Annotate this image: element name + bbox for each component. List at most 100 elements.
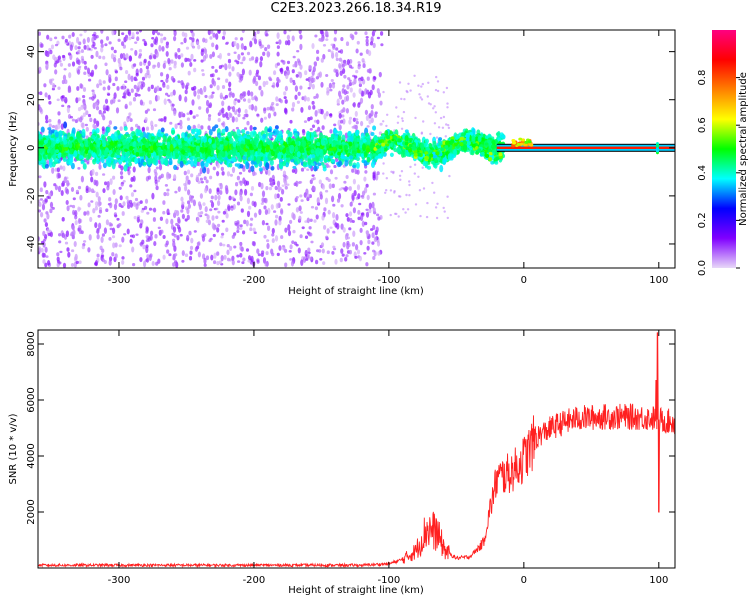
noise-point [321,125,325,130]
noise-point [152,108,157,112]
noise-point [43,218,47,223]
noise-point [162,62,166,69]
noise-point [54,184,59,191]
noise-point [216,261,220,266]
noise-point [90,54,94,59]
noise-point [183,37,187,44]
noise-point [322,53,326,60]
noise-point [231,92,235,98]
noise-point [273,210,277,213]
noise-point [125,53,129,60]
noise-point [315,214,319,220]
noise-point [49,49,53,55]
noise-point [92,190,96,194]
noise-point [135,93,139,97]
noise-point [84,123,88,127]
noise-point [102,86,106,91]
noise-point [77,167,81,170]
noise-point [379,122,383,126]
noise-point [323,224,327,230]
noise-point [434,111,437,114]
noise-point [286,34,290,41]
noise-point [69,115,73,119]
spectral-point [50,134,55,139]
noise-point [276,51,280,57]
noise-point [108,259,112,266]
noise-point [309,179,313,185]
noise-point [77,218,82,224]
noise-point [73,256,78,262]
spectral-point [62,157,67,162]
noise-point [213,252,217,259]
noise-point [165,73,170,80]
noise-point [317,126,321,132]
noise-point [289,219,293,224]
noise-point [345,254,349,258]
noise-point [278,219,282,226]
noise-point [168,67,172,71]
noise-point [229,245,233,252]
noise-point [153,38,157,45]
noise-point [276,62,280,66]
noise-point [114,242,118,248]
noise-point [118,164,122,169]
noise-point [435,136,439,139]
noise-point [360,214,364,222]
noise-point [217,210,221,214]
noise-point [150,43,154,48]
spectral-point [270,165,275,171]
noise-point [239,244,243,251]
noise-point [211,65,215,69]
noise-point [86,211,90,216]
noise-point [123,233,127,236]
noise-point [290,260,295,267]
noise-point [421,166,424,169]
noise-point [436,202,439,205]
noise-point [215,33,219,40]
spectral-point [313,165,318,172]
noise-point [184,57,188,63]
noise-point [113,203,118,211]
noise-point [225,42,229,45]
noise-point [325,34,329,38]
noise-point [71,225,75,231]
noise-point [286,183,290,186]
noise-point [174,53,178,60]
noise-point [173,212,177,219]
noise-point [292,81,296,86]
spectral-point [107,137,112,142]
noise-point [306,231,310,235]
noise-point [121,256,125,260]
noise-point [156,85,160,92]
spectral-point [241,129,246,134]
spectral-point [84,149,89,154]
noise-point [70,187,75,192]
noise-point [352,207,356,214]
noise-point [221,122,225,126]
noise-point [355,120,359,125]
noise-point [392,170,395,174]
noise-point [398,174,402,177]
noise-point [108,74,112,80]
noise-point [294,94,298,100]
noise-point [93,118,97,124]
noise-point [335,214,339,221]
noise-point [348,116,353,120]
noise-point [224,94,228,99]
spectral-point [310,132,315,140]
noise-point [98,109,102,115]
noise-point [418,189,422,192]
noise-point [210,30,214,35]
noise-point [177,224,181,230]
noise-point [276,180,281,187]
noise-point [242,177,246,184]
noise-point [319,257,323,261]
spectral-point [120,155,125,162]
noise-point [316,56,320,62]
noise-point [279,67,283,72]
noise-point [68,34,72,39]
noise-point [258,181,262,188]
noise-point [100,43,104,49]
spectral-point [269,131,274,136]
noise-point [94,260,98,267]
